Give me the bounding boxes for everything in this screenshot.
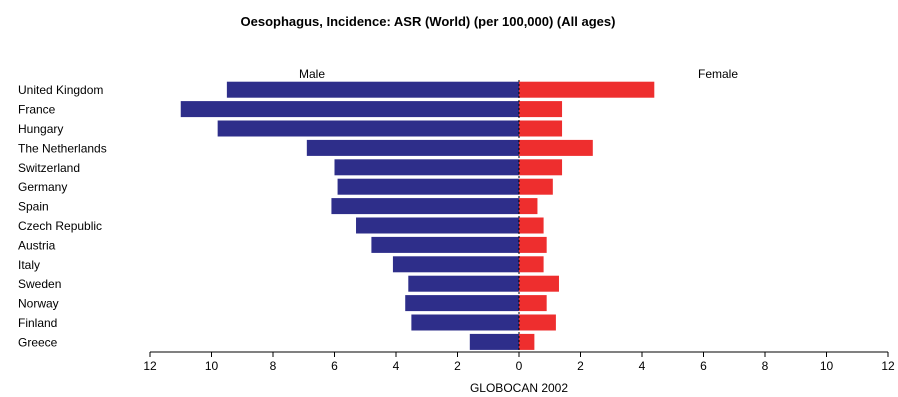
x-tick-label: 10 <box>820 359 834 373</box>
bar-female-greece <box>519 333 535 350</box>
bar-male-spain <box>331 198 519 215</box>
x-tick-label: 6 <box>331 359 338 373</box>
category-label-austria: Austria <box>18 238 56 252</box>
category-label-sweden: Sweden <box>18 277 61 291</box>
x-tick-label: 12 <box>143 359 157 373</box>
x-tick-label: 12 <box>881 359 895 373</box>
bar-male-norway <box>405 295 519 312</box>
series-label-male: Male <box>299 67 325 81</box>
category-label-spain: Spain <box>18 200 49 214</box>
x-axis-label: GLOBOCAN 2002 <box>470 381 568 395</box>
category-label-united-kingdom: United Kingdom <box>18 83 103 97</box>
bar-male-austria <box>371 236 519 253</box>
bar-female-hungary <box>519 120 563 137</box>
bar-female-germany <box>519 178 553 195</box>
bar-female-norway <box>519 295 547 312</box>
x-tick-label: 2 <box>454 359 461 373</box>
bar-male-germany <box>337 178 519 195</box>
category-label-greece: Greece <box>18 335 58 349</box>
x-tick-label: 4 <box>393 359 400 373</box>
category-label-the-netherlands: The Netherlands <box>18 141 107 155</box>
bar-female-sweden <box>519 275 559 292</box>
x-tick-label: 10 <box>205 359 219 373</box>
x-tick-label: 6 <box>700 359 707 373</box>
category-label-italy: Italy <box>18 258 40 272</box>
x-tick-label: 2 <box>577 359 584 373</box>
bar-female-spain <box>519 198 538 215</box>
x-tick-label: 4 <box>639 359 646 373</box>
bar-male-sweden <box>408 275 519 292</box>
category-label-switzerland: Switzerland <box>18 161 80 175</box>
bar-male-france <box>180 101 519 118</box>
category-label-finland: Finland <box>18 316 57 330</box>
x-tick-label: 8 <box>762 359 769 373</box>
bar-female-the-netherlands <box>519 139 593 156</box>
bar-male-hungary <box>217 120 519 137</box>
bar-male-italy <box>392 256 519 273</box>
chart-title: Oesophagus, Incidence: ASR (World) (per … <box>241 14 616 29</box>
bars <box>180 81 655 350</box>
bar-male-switzerland <box>334 159 519 176</box>
bar-female-finland <box>519 314 556 331</box>
bar-female-italy <box>519 256 544 273</box>
bar-male-greece <box>469 333 519 350</box>
bar-female-czech-republic <box>519 217 544 234</box>
bar-female-united-kingdom <box>519 81 655 98</box>
bar-male-czech-republic <box>356 217 519 234</box>
category-labels: United Kingdom France Hungary The Netherlan… <box>18 83 107 349</box>
bar-male-united-kingdom <box>226 81 519 98</box>
bar-female-france <box>519 101 563 118</box>
x-tick-label: 8 <box>270 359 277 373</box>
category-label-czech-republic: Czech Republic <box>18 219 102 233</box>
x-tick-label: 0 <box>516 359 523 373</box>
category-label-france: France <box>18 103 56 117</box>
category-label-norway: Norway <box>18 297 59 311</box>
category-label-germany: Germany <box>18 180 67 194</box>
bar-male-finland <box>411 314 519 331</box>
x-axis-ticks: 12 10 8 6 4 2 0 2 4 6 8 10 12 <box>143 352 895 373</box>
category-label-hungary: Hungary <box>18 122 63 136</box>
bar-male-the-netherlands <box>306 139 519 156</box>
bar-female-switzerland <box>519 159 563 176</box>
series-label-female: Female <box>698 67 738 81</box>
bar-female-austria <box>519 236 547 253</box>
